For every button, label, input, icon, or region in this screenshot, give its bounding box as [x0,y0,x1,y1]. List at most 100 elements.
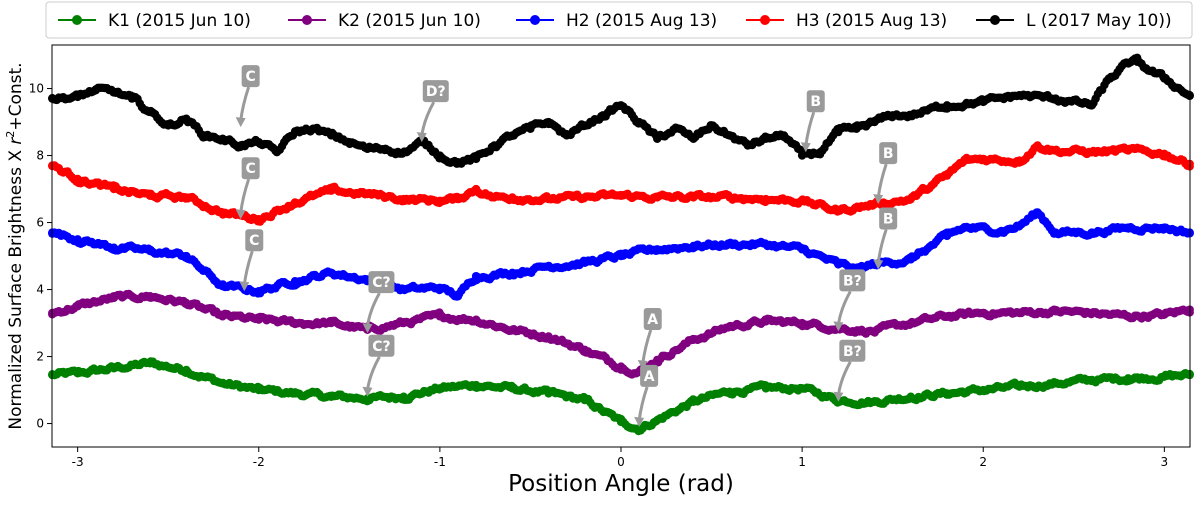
x-tick-label: 1 [798,455,806,469]
annotation: B? [833,269,866,332]
annotation-arrowhead [873,194,884,205]
annotation-box [640,364,659,387]
series-2 [48,289,1194,379]
y-axis-title-var: r [6,137,26,145]
annotation-arrowhead [235,117,246,128]
annotation-label: B [883,211,894,227]
annotation-arrowhead [239,281,250,292]
x-axis-title: Position Angle (rad) [508,471,734,497]
annotation-label: D? [426,84,446,100]
annotation-box [839,339,866,362]
annotation-label: B? [843,273,862,289]
legend-label: H2 (2015 Aug 13) [566,11,717,31]
annotation: B [873,207,898,270]
annotation-arrowhead [235,209,246,220]
annotation-arrowhead [362,323,373,334]
annotation-box [879,142,898,165]
y-axis-title-sup: 2 [4,131,17,138]
legend-entry: H3 (2015 Aug 13) [746,11,947,31]
annotation-arrow [836,290,852,326]
y-tick-label: 6 [36,216,44,230]
annotation-label: B [810,94,821,110]
y-axis: 0 2 4 6 8 10 [29,82,52,431]
annotation-arrowhead [416,132,427,143]
legend-entry: L (2017 May 10)) [976,11,1172,31]
annotation-arrow [804,111,816,147]
annotation-arrow [876,163,888,199]
annotation-label: C [246,69,256,85]
annotation-arrowhead [873,259,884,270]
legend-entry: K1 (2015 Jun 10) [58,11,251,31]
legend-entry: K2 (2015 Jun 10) [288,11,481,31]
x-axis: -3 -2 -1 0 1 2 3 [72,447,1169,469]
annotation-box [241,157,260,180]
y-tick-label: 8 [36,149,44,163]
annotation-label: C? [372,275,390,291]
annotation-box [245,229,264,252]
y-tick-label: 10 [29,82,44,96]
annotation-box [368,271,395,294]
annotation-arrow [239,86,251,122]
annotation-label: C [249,233,259,249]
series-4 [48,141,1194,226]
annotation-arrowhead [362,386,373,397]
legend-entry: H2 (2015 Aug 13) [516,11,717,31]
legend-label: K1 (2015 Jun 10) [108,11,251,31]
annotation-label: C [246,161,256,177]
legend-marker [760,15,770,25]
annotation: C [239,229,264,292]
annotation: A [637,307,662,370]
x-tick-label: -1 [434,455,446,469]
annotation-arrow [637,386,649,422]
annotation-box [643,307,662,330]
legend-marker [530,15,540,25]
annotation-label: A [644,369,655,385]
y-axis-title: Normalized Surface Brightness X r2+Const… [4,62,26,429]
series-3 [48,208,1194,301]
series-5 [48,53,1194,168]
annotation-arrow [365,356,381,391]
y-tick-label: 2 [36,350,44,364]
series-1 [48,357,1194,436]
annotation-arrow [242,250,254,286]
annotation-box [241,65,260,88]
annotation-arrow [239,178,251,214]
annotation-arrow [836,361,852,396]
x-tick-label: -2 [253,455,265,469]
annotation: B? [833,339,866,402]
x-tick-label: 3 [1161,455,1169,469]
annotation-box [806,90,825,113]
annotations-layer: C D? B C B C B C? B? A C? B? A [235,65,898,427]
y-axis-title-pre: Normalized Surface Brightness X [6,145,26,430]
annotation-label: C? [372,339,390,355]
annotation: C [235,157,260,220]
annotation-box [422,80,449,103]
annotation: C? [362,271,395,334]
annotation-arrowhead [800,142,811,153]
annotation-box [879,207,898,230]
x-tick-label: 2 [979,455,987,469]
legend: K1 (2015 Jun 10) K2 (2015 Jun 10) H2 (2015… [45,1,1193,39]
series-layer [48,53,1194,436]
annotation-arrowhead [833,391,844,402]
annotation: D? [416,80,449,143]
legend-label: K2 (2015 Jun 10) [338,11,481,31]
y-axis-title-post: +Const. [6,62,26,130]
x-tick-label: 0 [617,455,625,469]
annotation-arrow [365,292,381,328]
annotation-label: B [883,146,894,162]
y-tick-label: 0 [36,417,44,431]
legend-label: L (2017 May 10)) [1026,11,1172,31]
y-tick-label: 4 [36,283,44,297]
legend-marker [302,15,312,25]
annotation: B [800,90,825,153]
legend-label: H3 (2015 Aug 13) [796,11,947,31]
annotation: C? [362,334,395,397]
annotation-box [368,334,395,357]
annotation-arrow [420,101,436,137]
annotation: C [235,65,260,128]
legend-marker [72,15,82,25]
annotation: B [873,142,898,205]
legend-box [45,1,1193,39]
